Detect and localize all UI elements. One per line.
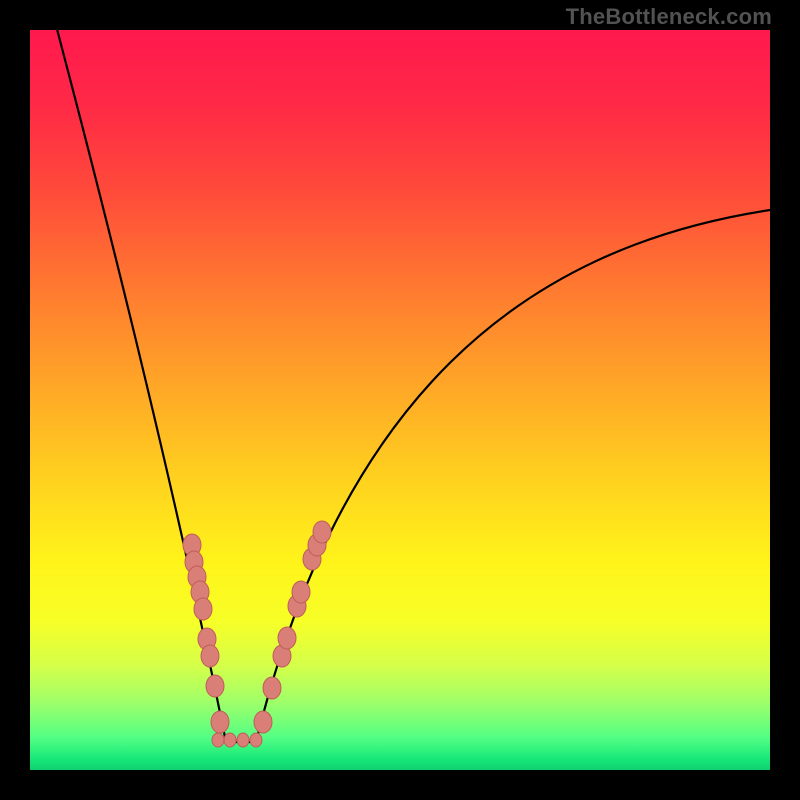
marker-left-6 [201,645,219,667]
marker-right-3 [278,627,296,649]
marker-right-1 [263,677,281,699]
marker-valley-1 [224,733,236,747]
marker-valley-0 [212,733,224,747]
curve-group [53,14,770,742]
marker-left-7 [206,675,224,697]
marker-right-5 [292,581,310,603]
marker-left-4 [194,598,212,620]
chart-stage: TheBottleneck.com [0,0,800,800]
marker-right-8 [313,521,331,543]
marker-valley-2 [237,733,249,747]
chart-svg [0,0,800,800]
bottleneck-curve [53,14,770,742]
marker-valley-3 [250,733,262,747]
marker-right-0 [254,711,272,733]
marker-left-8 [211,711,229,733]
marker-group [183,521,331,747]
